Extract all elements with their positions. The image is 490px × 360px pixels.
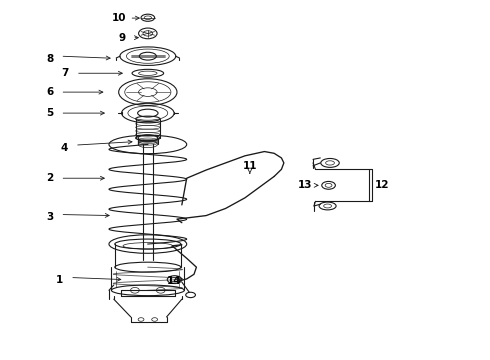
Text: 7: 7 xyxy=(62,68,69,78)
Text: 10: 10 xyxy=(111,13,126,23)
Text: 6: 6 xyxy=(46,87,53,97)
Text: 9: 9 xyxy=(118,33,125,43)
Text: 13: 13 xyxy=(297,180,312,190)
Text: 14: 14 xyxy=(167,276,182,287)
Text: 12: 12 xyxy=(375,180,390,190)
Text: 3: 3 xyxy=(46,212,53,222)
Text: 2: 2 xyxy=(46,173,53,183)
Text: 11: 11 xyxy=(243,162,257,171)
Text: 8: 8 xyxy=(46,54,53,64)
Text: 5: 5 xyxy=(46,108,53,118)
Text: 1: 1 xyxy=(56,275,63,285)
Text: 4: 4 xyxy=(61,143,68,153)
